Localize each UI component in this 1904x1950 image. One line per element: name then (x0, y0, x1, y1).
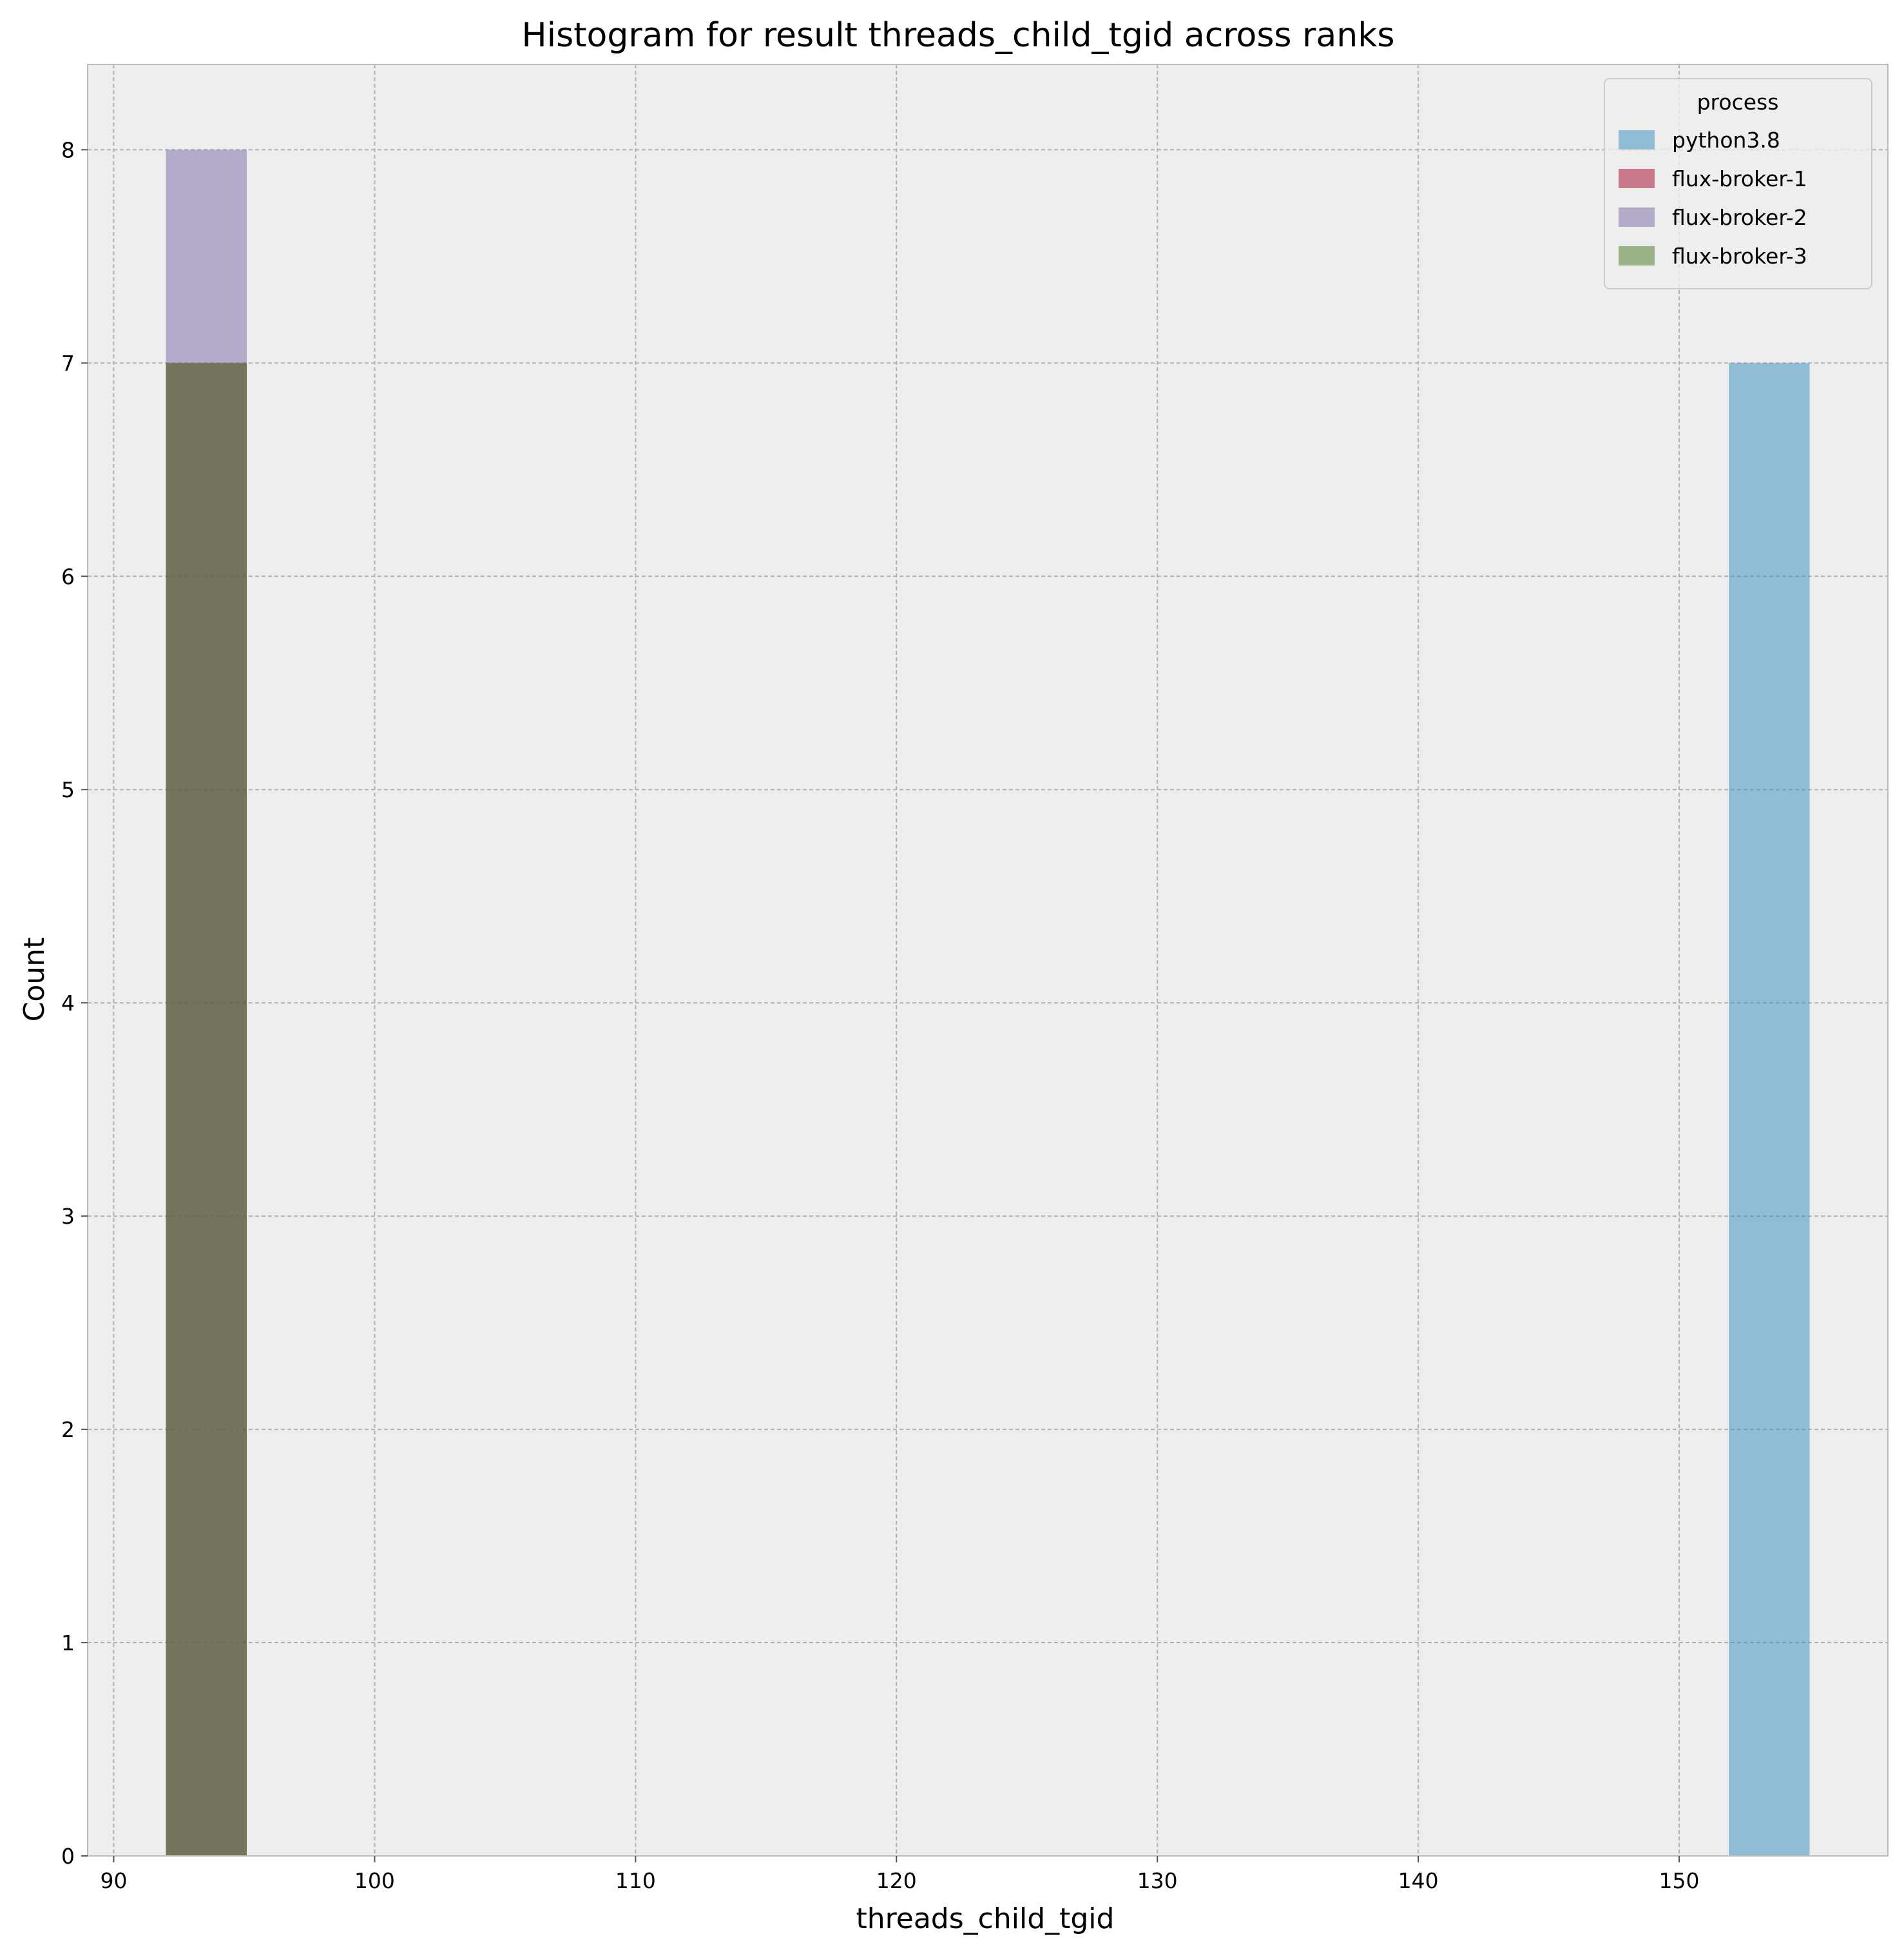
x-tick-label: 150 (1659, 1868, 1700, 1893)
y-tick-label: 5 (61, 777, 75, 802)
legend-box (1604, 78, 1872, 289)
y-axis-label: Count (18, 938, 51, 1022)
y-tick-label: 3 (61, 1204, 75, 1229)
y-tick-label: 2 (61, 1417, 75, 1442)
y-tick-label: 1 (61, 1630, 75, 1656)
legend-swatch (1619, 246, 1655, 265)
plot-frame (87, 64, 1889, 1857)
y-axis-ticks: 0 1 2 3 4 5 6 7 8 (61, 137, 88, 1869)
legend-swatch (1619, 208, 1655, 227)
legend-items: python3.8 flux-broker-1 flux-broker-2 flux-… (1619, 128, 1807, 269)
legend-swatch (1619, 169, 1655, 188)
legend-title: process (1697, 90, 1779, 115)
y-tick-label: 6 (61, 564, 75, 589)
x-tick-label: 100 (354, 1868, 395, 1893)
x-tick-label: 140 (1398, 1868, 1439, 1893)
chart-title: Histogram for result threads_child_tgid … (522, 16, 1395, 55)
legend-entry-label: flux-broker-3 (1672, 244, 1807, 269)
grid-lines (88, 64, 1888, 1857)
legend: process python3.8 flux-broker-1 flux-broke… (1604, 78, 1872, 289)
legend-entry-label: flux-broker-2 (1672, 205, 1807, 230)
x-tick-label: 120 (876, 1868, 917, 1893)
x-axis-label: threads_child_tgid (856, 1902, 1115, 1935)
plot-area (88, 64, 1888, 1856)
x-tick-label: 130 (1137, 1868, 1178, 1893)
bar-python3.8 (1728, 363, 1810, 1857)
y-tick-label: 8 (61, 137, 75, 162)
x-axis-ticks: 90 100 110 120 130 140 150 (100, 1856, 1700, 1893)
y-tick-label: 4 (61, 990, 75, 1016)
histogram-bars (166, 150, 1810, 1857)
y-tick-label: 0 (61, 1844, 75, 1869)
legend-swatch (1619, 130, 1655, 150)
bar-flux-broker-3 (166, 363, 247, 1857)
legend-entry-label: flux-broker-1 (1672, 166, 1807, 191)
y-tick-label: 7 (61, 351, 75, 376)
x-tick-label: 110 (615, 1868, 656, 1893)
legend-entry-label: python3.8 (1672, 128, 1780, 153)
x-tick-label: 90 (100, 1868, 127, 1893)
